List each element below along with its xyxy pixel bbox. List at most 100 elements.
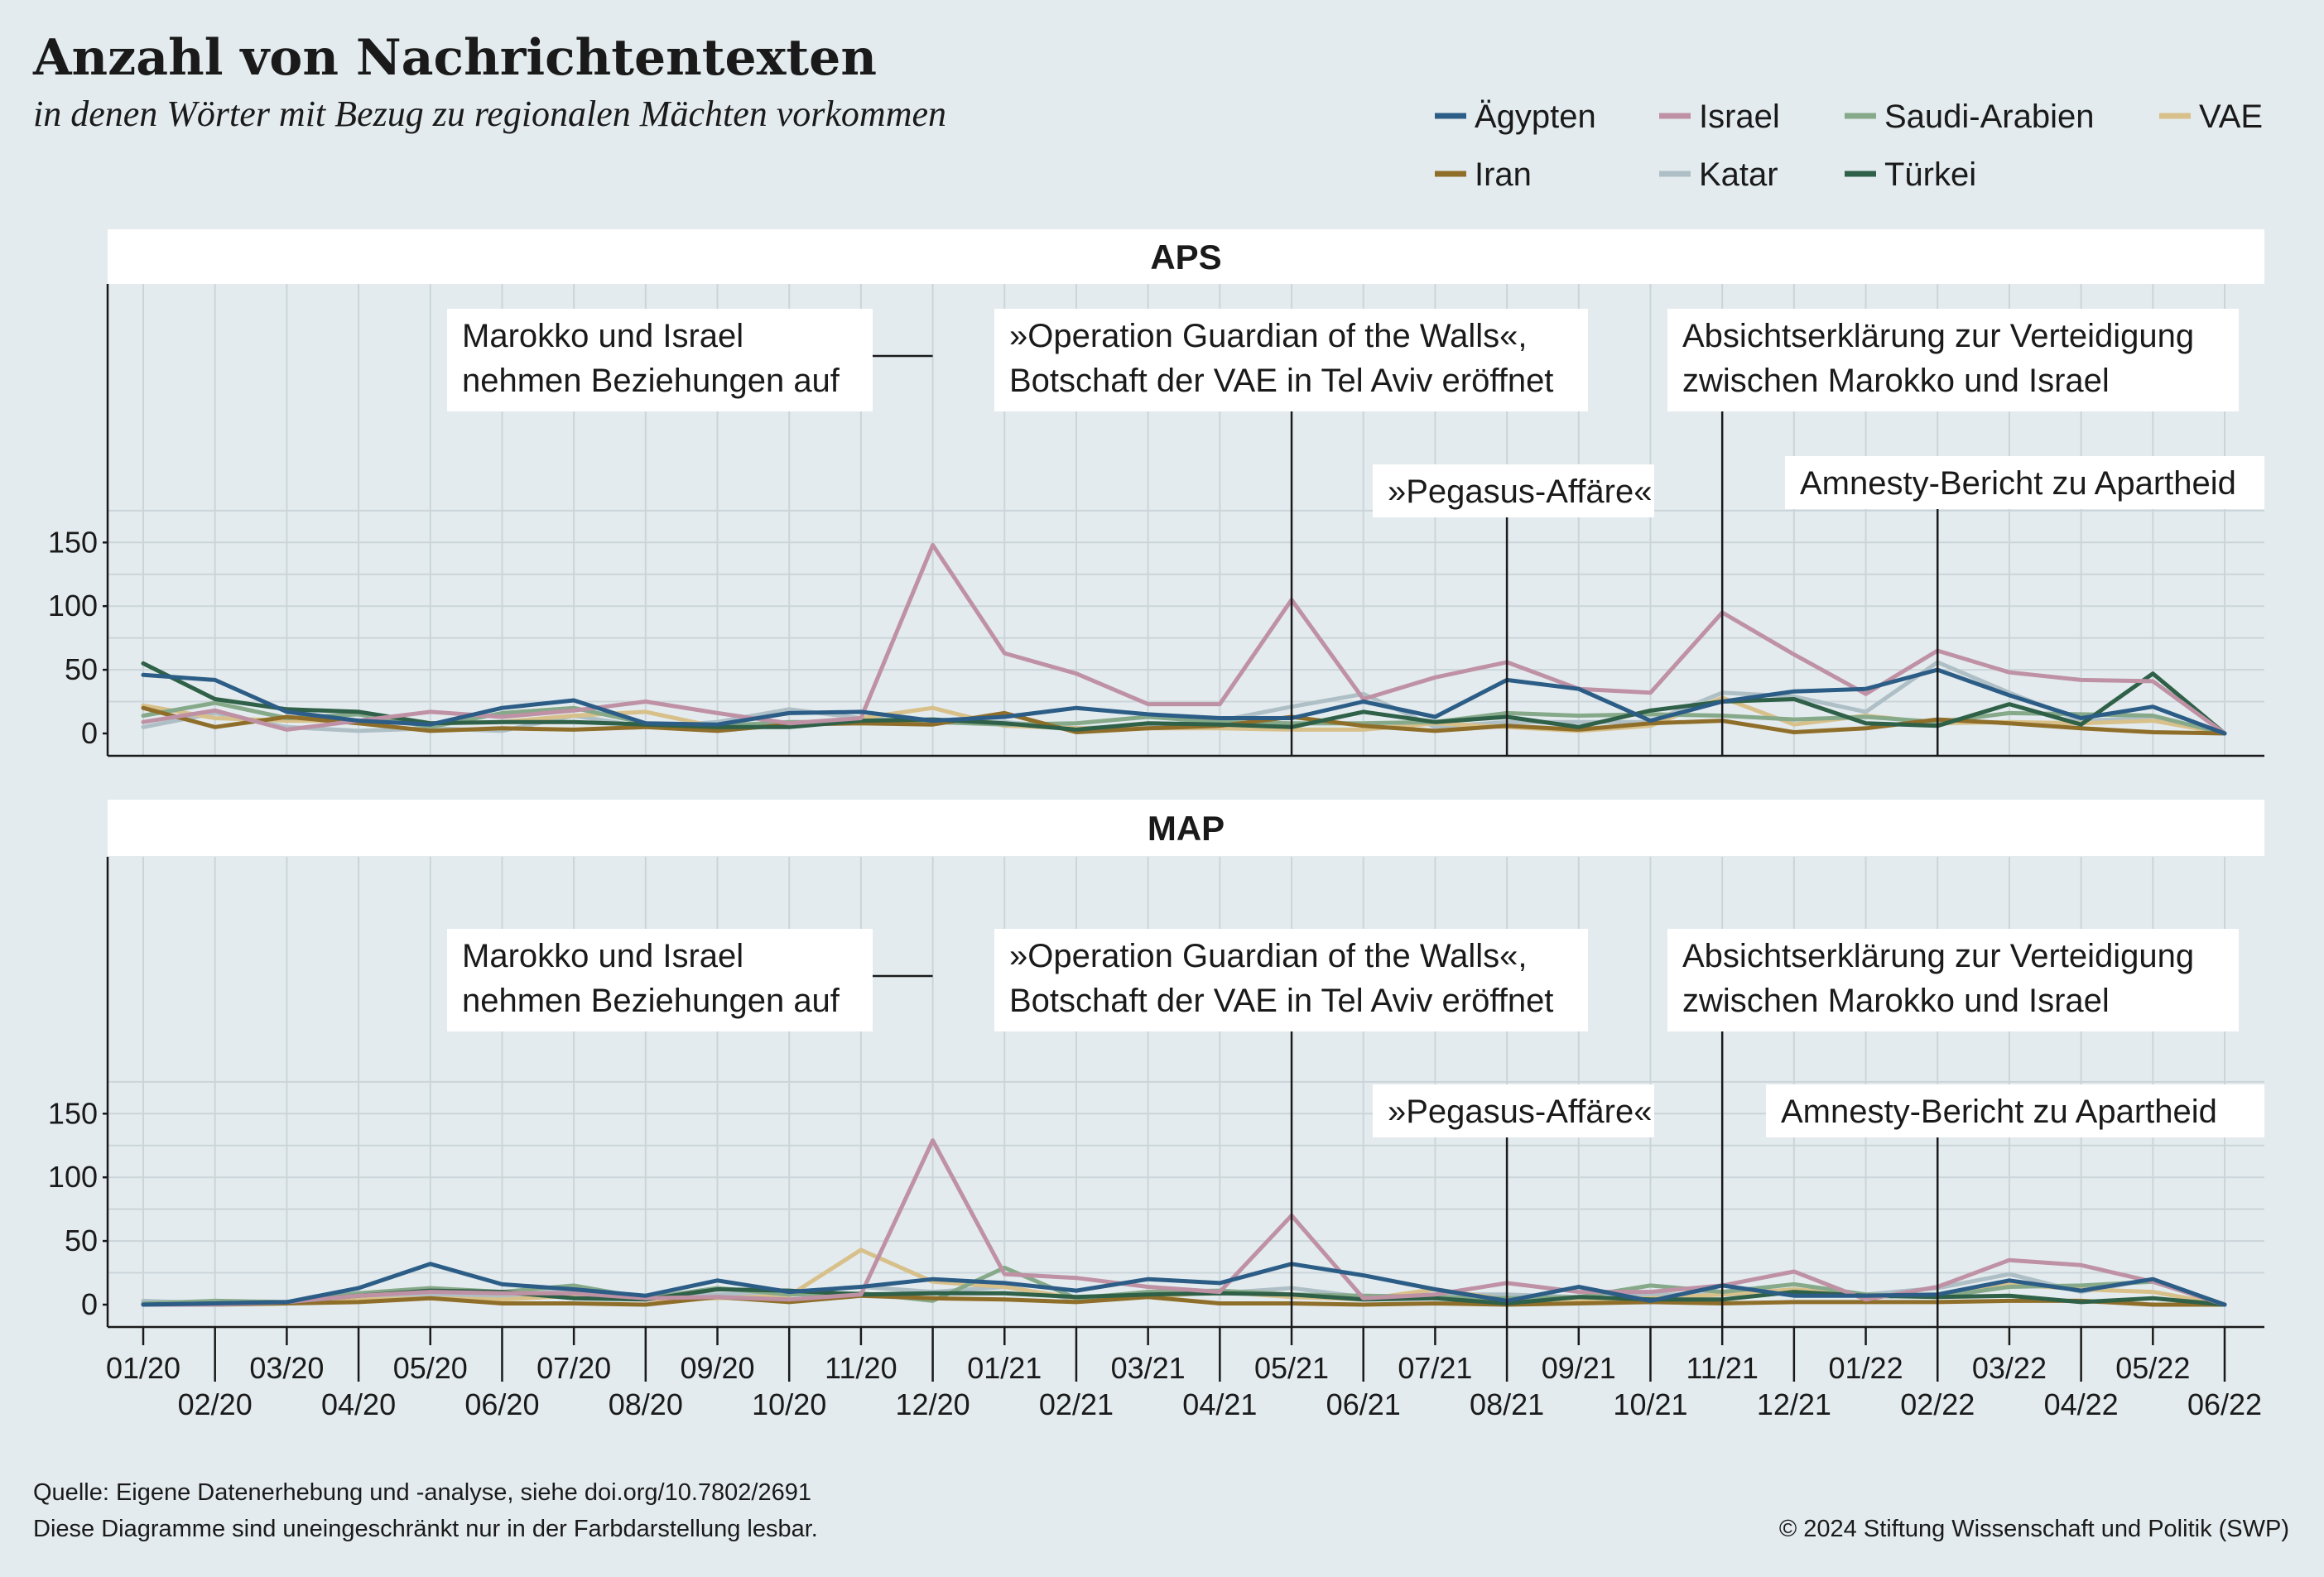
annotation-box (1766, 1084, 2264, 1137)
annotation-text: zwischen Marokko und Israel (1682, 983, 2110, 1019)
legend-item-aegypten: Ägypten (1435, 99, 1596, 135)
panel-title: MAP (1148, 809, 1225, 848)
annotation-text: Botschaft der VAE in Tel Aviv eröffnet (1009, 363, 1553, 399)
panel-title-band (108, 229, 2264, 284)
panel-aps: APS 0 50 100 150 Marokko und Israel nehmen Bez… (48, 229, 2264, 757)
x-tick-label: 02/22 (1900, 1387, 1975, 1421)
source-note: Quelle: Eigene Datenerhebung und -analys… (33, 1479, 811, 1506)
annotation-text: nehmen Beziehungen auf (462, 983, 840, 1019)
legend: Ägypten Israel Saudi-Arabien VAE Iran Katar Tü… (1435, 99, 2263, 193)
y-tick-label: 0 (81, 716, 98, 750)
annotation: »Operation Guardian of the Walls«, Botsch… (994, 309, 1588, 756)
annotation: Absichtserklärung zur Verteidigung zwisch… (1667, 309, 2239, 756)
x-tick-label: 06/21 (1326, 1387, 1401, 1421)
annotation-text: Marokko und Israel (462, 318, 743, 354)
legend-label-tuerkei: Türkei (1884, 156, 1976, 193)
x-tick-label: 02/21 (1039, 1387, 1114, 1421)
x-tick-label: 06/20 (464, 1387, 539, 1421)
annotation: Marokko und Israel nehmen Beziehungen auf (447, 309, 933, 411)
legend-label-katar: Katar (1699, 156, 1778, 193)
x-tick-label: 10/20 (752, 1387, 826, 1421)
annotation-text: »Operation Guardian of the Walls«, (1009, 938, 1528, 974)
legend-item-iran: Iran (1435, 156, 1532, 193)
annotation-text: Absichtserklärung zur Verteidigung (1682, 938, 2194, 974)
legend-item-katar: Katar (1659, 156, 1778, 193)
annotation-box (994, 929, 1588, 1031)
legend-label-aegypten: Ägypten (1475, 99, 1596, 135)
x-tick-label: 08/20 (609, 1387, 683, 1421)
annotation: »Pegasus-Affäre« (1373, 464, 1654, 756)
y-tick-label: 100 (48, 1160, 98, 1194)
x-tick-label: 08/21 (1470, 1387, 1544, 1421)
y-tick-label: 150 (48, 1096, 98, 1130)
panel-title-band (108, 800, 2264, 856)
x-tick-label: 03/20 (249, 1351, 324, 1385)
series-line-iran (141, 705, 2227, 736)
annotation-text: »Pegasus-Affäre« (1388, 474, 1652, 510)
annotation-text: »Pegasus-Affäre« (1388, 1094, 1652, 1130)
annotation: »Operation Guardian of the Walls«, Botsch… (994, 929, 1588, 1327)
annotation-text: Botschaft der VAE in Tel Aviv eröffnet (1009, 983, 1553, 1019)
series-line-tuerkei (141, 661, 2227, 736)
legend-label-vae: VAE (2199, 99, 2263, 135)
grid (108, 284, 2264, 756)
y-tick-label: 50 (65, 1224, 98, 1257)
annotation: Absichtserklärung zur Verteidigung zwisch… (1667, 929, 2239, 1327)
x-tick-label: 01/20 (106, 1351, 180, 1385)
series-line-iran (141, 1293, 2227, 1307)
annotation-text: Amnesty-Bericht zu Apartheid (1800, 465, 2236, 502)
series-line-aegypten (141, 1262, 2227, 1307)
legend-label-israel: Israel (1699, 99, 1780, 135)
y-tick-label: 0 (81, 1287, 98, 1321)
x-tick-label: 10/21 (1613, 1387, 1687, 1421)
x-tick-label: 05/20 (393, 1351, 468, 1385)
panel-map: MAP 0 50 100 150 Marokko und Israel nehmen Bez… (48, 800, 2264, 1329)
x-tick-label: 12/21 (1757, 1387, 1831, 1421)
annotation-text: zwischen Marokko und Israel (1682, 363, 2110, 399)
annotation-text: »Operation Guardian of the Walls«, (1009, 318, 1528, 354)
x-tick-label: 03/21 (1111, 1351, 1186, 1385)
x-tick-label: 05/21 (1254, 1351, 1329, 1385)
annotation-box (994, 309, 1588, 411)
y-tick-label: 150 (48, 525, 98, 559)
x-tick-label: 07/21 (1398, 1351, 1472, 1385)
annotation: Marokko und Israel nehmen Beziehungen auf (447, 929, 933, 1031)
x-tick-label: 11/21 (1686, 1351, 1758, 1385)
annotation-text: Amnesty-Bericht zu Apartheid (1781, 1094, 2217, 1130)
x-tick-label: 11/20 (825, 1351, 897, 1385)
chart-title: Anzahl von Nachrichtentexten (32, 29, 877, 87)
copyright: © 2024 Stiftung Wissenschaft und Politik… (1779, 1516, 2289, 1542)
annotation-box (447, 309, 873, 411)
x-axis: 01/2002/2003/2004/2005/2006/2007/2008/20… (106, 1327, 2262, 1421)
x-tick-label: 03/22 (1972, 1351, 2047, 1385)
y-tick-label: 50 (65, 652, 98, 686)
annotation-text: Absichtserklärung zur Verteidigung (1682, 318, 2194, 354)
chart-subtitle: in denen Wörter mit Bezug zu regionalen … (33, 94, 946, 134)
y-tick-label: 100 (48, 589, 98, 623)
annotation-text: nehmen Beziehungen auf (462, 363, 840, 399)
annotation-box (1667, 309, 2239, 411)
x-tick-label: 09/20 (680, 1351, 754, 1385)
series-line-israel (141, 542, 2227, 736)
annotation-box (447, 929, 873, 1031)
x-tick-label: 01/21 (967, 1351, 1042, 1385)
annotation-text: Marokko und Israel (462, 938, 743, 974)
x-tick-label: 05/22 (2115, 1351, 2190, 1385)
annotation: Amnesty-Bericht zu Apartheid (1785, 456, 2264, 756)
annotation-box (1373, 464, 1654, 517)
x-tick-label: 02/20 (178, 1387, 253, 1421)
x-tick-label: 04/22 (2044, 1387, 2119, 1421)
x-tick-label: 12/20 (896, 1387, 970, 1421)
legend-item-israel: Israel (1659, 99, 1780, 135)
legend-item-tuerkei: Türkei (1845, 156, 1976, 193)
annotation: »Pegasus-Affäre« (1373, 1084, 1654, 1327)
legend-label-iran: Iran (1475, 156, 1532, 193)
x-tick-label: 09/21 (1542, 1351, 1616, 1385)
legend-item-vae: VAE (2159, 99, 2263, 135)
series-line-aegypten (141, 667, 2227, 736)
color-note: Diese Diagramme sind uneingeschränkt nur… (33, 1516, 818, 1542)
x-tick-label: 04/21 (1182, 1387, 1257, 1421)
legend-label-saudi-arabien: Saudi-Arabien (1884, 99, 2095, 135)
annotation-box (1667, 929, 2239, 1031)
